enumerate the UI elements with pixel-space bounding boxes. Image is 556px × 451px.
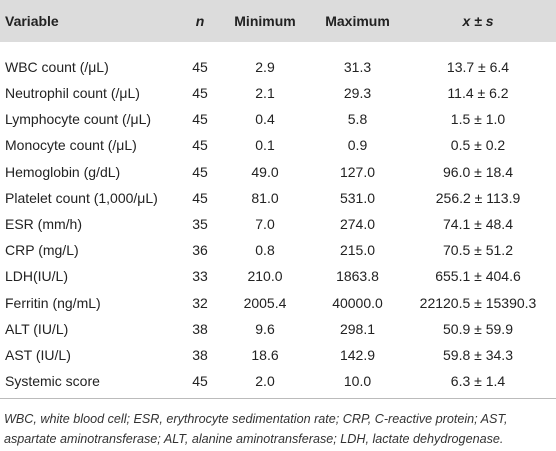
header-cell: Minimum <box>215 0 315 42</box>
table-cell: 29.3 <box>343 85 372 102</box>
table-cell: Monocyte count (/μL) <box>5 137 137 154</box>
table-row: Ferritin (ng/mL) 32 2005.4 40000.0 22120.5 ±… <box>0 290 556 316</box>
table-cell: 0.8 <box>255 242 275 259</box>
table-cell: 45 <box>185 368 215 399</box>
table-cell: 45 <box>192 111 208 128</box>
table-cell: 96.0 ± 18.4 <box>443 163 513 180</box>
table-cell: Neutrophil count (/μL) <box>5 85 140 102</box>
table-cell: Platelet count (1,000/μL) <box>5 189 158 206</box>
table-row: CRP (mg/L) 36 0.8 215.0 70.5 ± 51.2 <box>0 237 556 263</box>
table-cell: 45 <box>192 59 208 75</box>
table-cell: 655.1 ± 404.6 <box>435 268 521 285</box>
table-row: ALT (IU/L) 38 9.6 298.1 50.9 ± 59.9 <box>0 316 556 342</box>
header-cell: Maximum <box>315 0 400 42</box>
table-row: Platelet count (1,000/μL) 45 81.0 531.0 256.… <box>0 185 556 211</box>
table-cell: 298.1 <box>339 320 376 337</box>
table-cell: 35 <box>192 216 208 233</box>
table-cell: 256.2 ± 113.9 <box>435 189 521 206</box>
table-row: ESR (mm/h) 35 7.0 274.0 74.1 ± 48.4 <box>0 211 556 237</box>
header-cell: Variable <box>0 0 185 42</box>
header-row: Variable n Minimum Maximum x ± s <box>0 0 556 42</box>
table-row: WBC count (/μL) 45 2.9 31.3 13.7 ± 6.4 <box>0 42 556 80</box>
table-cell: 32 <box>192 294 208 311</box>
table-cell: 38 <box>192 320 208 337</box>
table-row: AST (IU/L) 38 18.6 142.9 59.8 ± 34.3 <box>0 342 556 368</box>
table-cell: LDH(IU/L) <box>5 268 69 285</box>
table-row: LDH(IU/L) 33 210.0 1863.8 655.1 ± 404.6 <box>0 263 556 289</box>
table-cell: Systemic score <box>0 368 185 399</box>
table-cell: WBC count (/μL) <box>5 59 109 75</box>
table-cell: CRP (mg/L) <box>5 242 79 259</box>
table-cell: 33 <box>192 268 208 285</box>
header-cell: x ± s <box>400 0 556 42</box>
table-row: Hemoglobin (g/dL) 45 49.0 127.0 96.0 ± 18.4 <box>0 159 556 185</box>
header-cell: n <box>185 0 215 42</box>
table-row: Systemic score 45 2.0 10.0 6.3 ± 1.4 <box>0 368 556 399</box>
table-cell: 13.7 ± 6.4 <box>446 59 510 75</box>
table-cell: 22120.5 ± 15390.3 <box>419 294 537 311</box>
table-cell: 7.0 <box>255 216 275 233</box>
table-cell: 274.0 <box>339 216 376 233</box>
table-row: Monocyte count (/μL) 45 0.1 0.9 0.5 ± 0.2 <box>0 132 556 158</box>
table-cell: 1.5 ± 1.0 <box>450 111 506 128</box>
table-cell: 2005.4 <box>243 294 287 311</box>
table-cell: 38 <box>192 346 208 363</box>
table-header: Variable n Minimum Maximum x ± s <box>0 0 556 42</box>
table-cell: 0.5 ± 0.2 <box>450 137 506 154</box>
table-cell: 215.0 <box>339 242 376 259</box>
table-cell: 45 <box>192 189 208 206</box>
table-cell: 2.9 <box>255 59 275 75</box>
table-cell: 45 <box>192 137 208 154</box>
table-cell: 6.3 ± 1.4 <box>400 368 556 399</box>
table-cell: 45 <box>192 163 208 180</box>
table-cell: 9.6 <box>255 320 275 337</box>
table-cell: 40000.0 <box>332 294 383 311</box>
table-cell: 18.6 <box>251 346 279 363</box>
footnote: WBC, white blood cell; ESR, erythrocyte … <box>4 411 508 446</box>
table-cell: 531.0 <box>339 189 376 206</box>
table-cell: 59.8 ± 34.3 <box>443 346 513 363</box>
table-cell: 36 <box>192 242 208 259</box>
table-cell: 81.0 <box>251 189 279 206</box>
table-cell: 142.9 <box>339 346 376 363</box>
table-cell: ESR (mm/h) <box>5 216 82 233</box>
table-row: Neutrophil count (/μL) 45 2.1 29.3 11.4 ± 6.… <box>0 80 556 106</box>
table-cell: 45 <box>192 85 208 102</box>
table-cell: 0.1 <box>255 137 275 154</box>
table-cell: 0.9 <box>347 137 368 154</box>
table-cell: 210.0 <box>247 268 283 285</box>
table-cell: 70.5 ± 51.2 <box>443 242 513 259</box>
table-cell: Hemoglobin (g/dL) <box>5 163 121 180</box>
table-cell: 2.1 <box>255 85 275 102</box>
table-cell: 10.0 <box>315 368 400 399</box>
table-body: WBC count (/μL) 45 2.9 31.3 13.7 ± 6.4 Neutro… <box>0 42 556 399</box>
table-cell: 74.1 ± 48.4 <box>443 216 513 233</box>
table-cell: 11.4 ± 6.2 <box>447 85 509 102</box>
table-cell: 0.4 <box>255 111 275 128</box>
table-cell: 49.0 <box>251 163 279 180</box>
table-cell: 50.9 ± 59.9 <box>443 320 513 337</box>
table-cell: 127.0 <box>339 163 376 180</box>
table-cell: 31.3 <box>343 59 372 75</box>
table-cell: Ferritin (ng/mL) <box>5 294 101 311</box>
table-cell: 5.8 <box>347 111 368 128</box>
table-cell: ALT (IU/L) <box>5 320 69 337</box>
data-table: Variable n Minimum Maximum x ± s WBC cou… <box>0 0 556 399</box>
table-cell: 2.0 <box>215 368 315 399</box>
table-cell: 1863.8 <box>336 268 379 285</box>
table-row: Lymphocyte count (/μL) 45 0.4 5.8 1.5 ± 1.0 <box>0 106 556 132</box>
table-cell: Lymphocyte count (/μL) <box>5 111 152 128</box>
table-cell: AST (IU/L) <box>5 346 71 363</box>
